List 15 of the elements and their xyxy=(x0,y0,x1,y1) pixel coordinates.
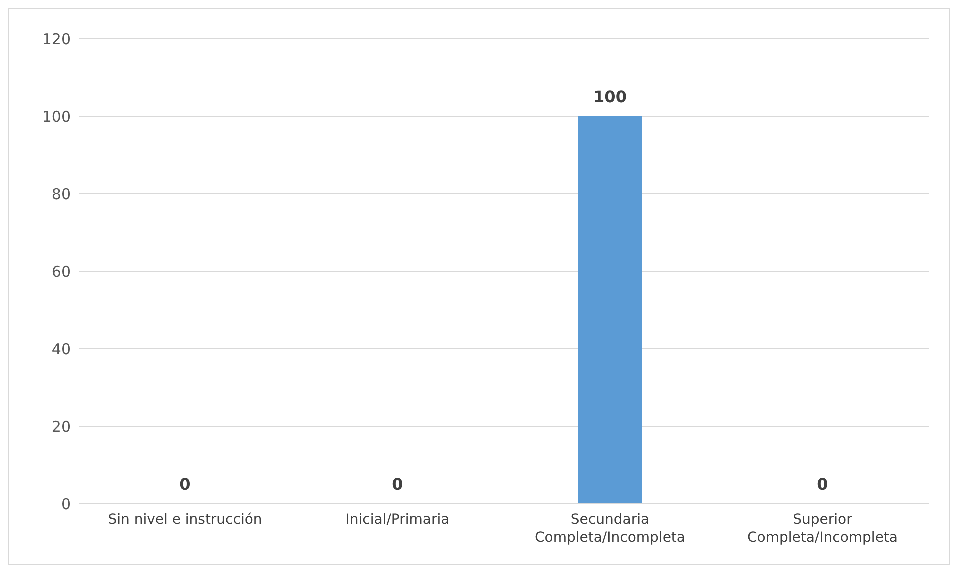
y-tick-label: 20 xyxy=(52,418,71,436)
data-label: 0 xyxy=(180,475,191,494)
data-label: 0 xyxy=(817,475,828,494)
data-label: 100 xyxy=(594,88,627,106)
x-tick-label: Secundaria Completa/Incompleta xyxy=(534,512,686,546)
y-tick-label: 40 xyxy=(52,340,71,358)
y-tick-label: 60 xyxy=(52,262,71,281)
x-tick-label: Sin nivel e instrucción xyxy=(108,512,262,528)
x-tick-label: Inicial/Primaria xyxy=(346,512,450,528)
data-label: 0 xyxy=(392,475,404,494)
y-tick-label: 100 xyxy=(42,108,71,126)
y-tick-label: 0 xyxy=(61,495,71,514)
y-tick-label: 80 xyxy=(52,185,71,204)
y-tick-label: 120 xyxy=(42,30,71,48)
x-tick-label: Superior Completa/Incompleta xyxy=(747,512,898,546)
